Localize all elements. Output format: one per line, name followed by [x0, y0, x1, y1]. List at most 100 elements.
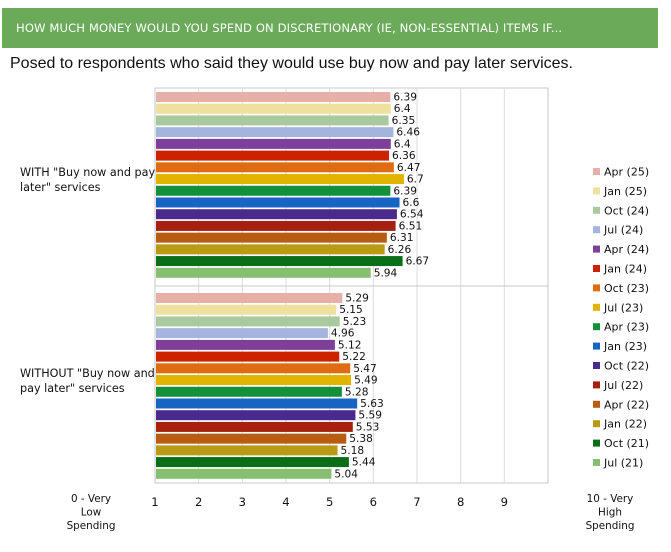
data-label: 6.31 [390, 232, 414, 244]
x-axis-start-label: Low [81, 507, 102, 519]
bar [156, 304, 337, 315]
x-tick-label: 8 [457, 495, 464, 509]
bar [156, 162, 394, 173]
legend-label: Jan (23) [603, 340, 647, 353]
chart-title: HOW MUCH MONEY WOULD YOU SPEND ON DISCRE… [16, 21, 563, 35]
category-label: pay later" services [20, 382, 125, 395]
x-axis-start-label: 0 - Very [71, 493, 111, 505]
bar [156, 256, 403, 267]
data-label: 6.35 [392, 115, 416, 127]
x-tick-label: 7 [413, 495, 420, 509]
legend-label: Jan (22) [603, 418, 647, 431]
legend-label: Apr (25) [604, 166, 649, 179]
data-label: 5.63 [360, 398, 384, 410]
legend-swatch [593, 381, 600, 389]
legend-label: Apr (22) [604, 398, 649, 411]
legend-label: Apr (23) [604, 321, 649, 334]
legend-label: Jul (24) [603, 224, 643, 237]
data-label: 5.12 [338, 339, 362, 351]
bar [156, 421, 353, 432]
x-axis-end-label: High [598, 507, 622, 519]
data-label: 5.94 [374, 267, 398, 279]
x-tick-label: 6 [370, 495, 377, 509]
bar [156, 328, 328, 339]
legend-swatch [593, 265, 600, 272]
legend-swatch [593, 168, 600, 175]
x-axis-end-label: 10 - Very [587, 493, 634, 505]
bar [156, 316, 340, 327]
x-axis-start-label: Spending [67, 520, 116, 532]
category-label: WITH "Buy now and pay [20, 166, 155, 179]
data-label: 6.39 [393, 92, 417, 104]
bar [156, 220, 396, 231]
legend-swatch [593, 206, 600, 214]
data-label: 5.04 [334, 468, 358, 480]
data-label: 5.23 [343, 316, 367, 328]
x-tick-label: 1 [151, 495, 158, 509]
legend-label: Oct (21) [604, 437, 649, 450]
legend-swatch [593, 342, 600, 350]
bar [156, 445, 338, 456]
data-label: 6.51 [399, 220, 423, 232]
data-label: 6.7 [407, 174, 424, 186]
data-label: 6.54 [400, 209, 424, 221]
bar [156, 363, 351, 374]
bar [156, 232, 387, 243]
data-label: 6.46 [396, 127, 420, 139]
legend-swatch [593, 362, 600, 369]
data-label: 6.47 [397, 162, 421, 174]
x-axis-end-label: Spending [586, 520, 635, 532]
data-label: 5.29 [345, 293, 369, 305]
bar [156, 468, 332, 479]
data-label: 5.22 [342, 351, 366, 363]
data-label: 6.26 [388, 244, 412, 256]
legend-label: Jan (25) [603, 185, 647, 198]
bar [156, 293, 343, 303]
chart-subtitle: Posed to respondents who said they would… [10, 55, 573, 72]
legend-swatch [593, 303, 600, 311]
x-tick-label: 3 [239, 495, 246, 509]
legend-label: Jul (22) [603, 379, 643, 392]
data-label: 6.4 [394, 103, 411, 115]
legend-swatch [593, 420, 600, 428]
bar [156, 386, 342, 397]
category-label: later" services [20, 181, 101, 194]
bar [156, 92, 391, 102]
legend-label: Jul (23) [603, 301, 643, 314]
data-label: 5.18 [341, 445, 365, 457]
x-tick-label: 5 [326, 495, 333, 509]
data-label: 5.53 [356, 421, 380, 433]
bar [156, 351, 340, 362]
data-label: 5.44 [352, 457, 376, 469]
bar [156, 174, 404, 185]
legend-label: Jul (21) [603, 457, 643, 470]
bar [156, 433, 347, 444]
bar [156, 127, 394, 138]
bar [156, 375, 352, 386]
bar [156, 185, 391, 196]
bar [156, 138, 391, 149]
bar [156, 410, 356, 421]
bar [156, 457, 349, 468]
x-tick-label: 2 [195, 495, 202, 509]
data-label: 5.38 [349, 433, 373, 445]
legend-label: Oct (23) [604, 282, 649, 295]
bar [156, 267, 371, 278]
x-tick-label: 9 [501, 495, 508, 509]
legend-label: Oct (22) [604, 360, 649, 373]
data-label: 5.47 [353, 363, 377, 375]
legend-swatch [593, 400, 600, 408]
bar [156, 398, 358, 409]
category-label: WITHOUT "Buy now and [20, 367, 155, 380]
data-label: 5.59 [358, 410, 382, 422]
data-label: 5.49 [354, 375, 378, 387]
data-label: 6.36 [392, 150, 416, 162]
legend-label: Jan (24) [603, 263, 647, 276]
data-label: 6.67 [406, 256, 430, 268]
bar [156, 244, 385, 255]
legend-swatch [593, 284, 600, 292]
legend-label: Oct (24) [604, 204, 649, 217]
data-label: 5.15 [339, 304, 363, 316]
legend-swatch [593, 226, 600, 234]
